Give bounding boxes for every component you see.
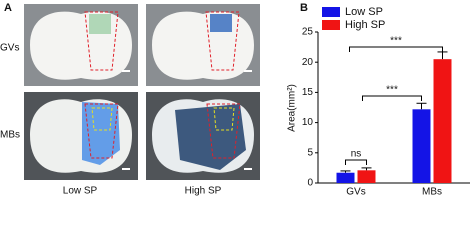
- legend-label: Low SP: [345, 6, 383, 18]
- y-tick-label: 10: [302, 117, 314, 128]
- significance-label: ***: [386, 85, 398, 96]
- bar: [336, 172, 355, 183]
- significance-label: ns: [351, 149, 362, 160]
- y-tick-label: 25: [302, 27, 314, 38]
- y-tick-label: 0: [307, 178, 313, 189]
- bar: [412, 109, 431, 183]
- y-tick-label: 20: [302, 57, 314, 68]
- slice-image: [146, 92, 260, 180]
- column-label: Low SP: [63, 186, 98, 197]
- row-label: MBs: [0, 130, 20, 141]
- y-tick-label: 5: [307, 147, 313, 158]
- legend-swatch: [322, 20, 340, 30]
- figure: A GVs MBs Low SP High SP: [0, 2, 470, 198]
- legend-swatch: [322, 7, 340, 17]
- row-label: GVs: [0, 43, 19, 54]
- x-tick-label: MBs: [422, 187, 442, 198]
- y-tick-label: 15: [302, 87, 314, 98]
- significance-label: ***: [390, 36, 402, 47]
- column-label: High SP: [185, 186, 222, 197]
- panel-label: B: [300, 2, 308, 14]
- significance-bracket: [362, 95, 422, 101]
- bar: [433, 59, 452, 183]
- x-tick-label: GVs: [346, 187, 365, 198]
- significance-bracket: [349, 46, 443, 52]
- bar: [357, 170, 376, 183]
- significance-bracket: [345, 159, 367, 165]
- panel-label: A: [4, 2, 12, 14]
- legend-label: High SP: [345, 19, 385, 31]
- slice-image: [24, 4, 138, 86]
- panel-a: A GVs MBs Low SP High SP: [0, 2, 260, 197]
- slice-image: [146, 4, 260, 86]
- y-axis-label: Area(mm²): [287, 84, 298, 132]
- slice-image: [24, 92, 138, 180]
